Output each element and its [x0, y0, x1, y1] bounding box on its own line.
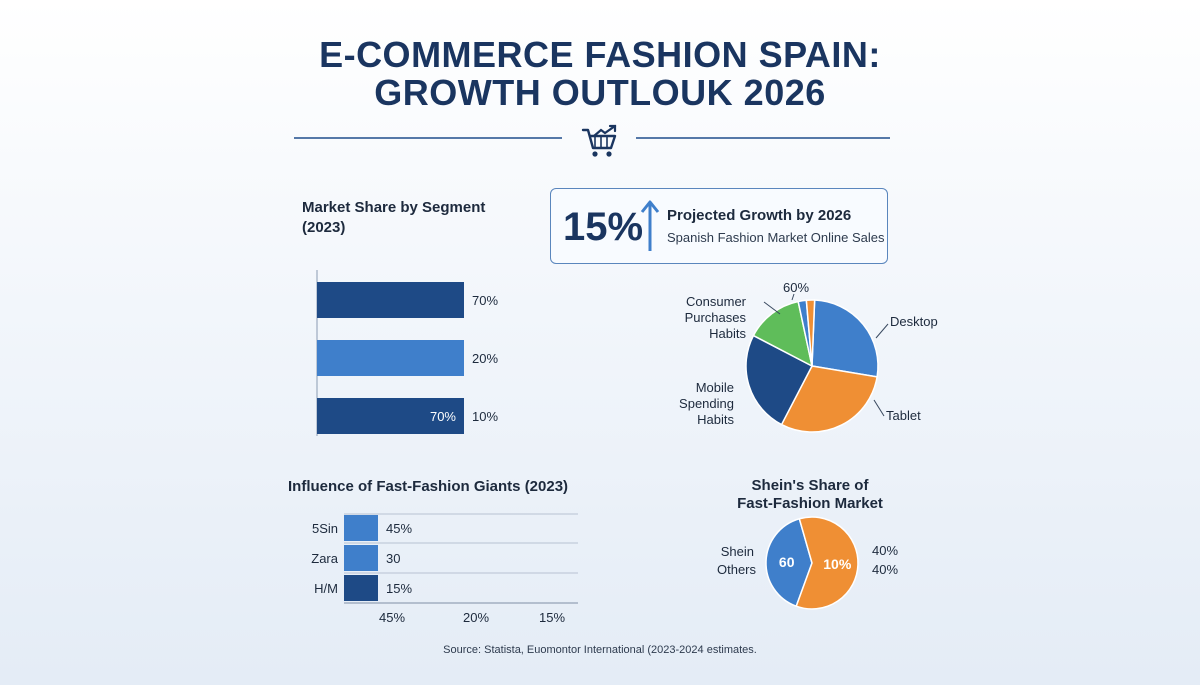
device-pie-slice-5 — [805, 299, 816, 367]
source-note: Source: Statista, Euomontor Internationa… — [443, 644, 757, 656]
giants-category-1: Zara — [311, 551, 339, 566]
page-title-line-1: E-COMMERCE FASHION SPAIN: — [319, 34, 881, 75]
device-pie-annotation: 60% — [783, 280, 809, 295]
shein-pie-slice-1 — [795, 516, 859, 610]
giants-category-0: 5Sin — [312, 521, 338, 536]
giants-value-label-2: 15% — [386, 581, 412, 596]
giants-value-label-1: 30 — [386, 551, 400, 566]
segment-bar-label-0: 70% — [472, 293, 498, 308]
giants-bar-2 — [344, 575, 378, 601]
shein-pie-inner-label-1: 10% — [823, 556, 852, 572]
title-divider-left — [294, 137, 562, 139]
giants-x-tick-1: 20% — [463, 610, 489, 625]
shein-share-pie-chart: 60 10% Shein Others 40% 40% — [717, 516, 898, 610]
segment-bar-label-2: 10% — [472, 409, 498, 424]
segment-bar-0 — [317, 282, 464, 318]
device-pie-label-2-2: Habits — [697, 412, 734, 427]
giants-x-tick-0: 45% — [379, 610, 405, 625]
growth-value: 15% — [563, 205, 644, 249]
growth-title: Projected Growth by 2026 — [667, 207, 852, 224]
shein-pie-label-1: Others — [717, 562, 757, 577]
device-pie-label-3-1: Purchases — [685, 310, 747, 325]
segment-bar-1 — [317, 340, 464, 376]
shein-pie-side-label-0: 40% — [872, 543, 898, 558]
market-share-bar-chart: 70% 20% 10% 70% — [316, 270, 498, 436]
shopping-cart-growth-icon — [581, 124, 617, 157]
shein-pie-label-0: Shein — [721, 544, 754, 559]
device-pie-label-1-0: Tablet — [886, 408, 921, 423]
device-pie-slice-1 — [780, 365, 878, 433]
growth-callout: 15% Projected Growth by 2026 Spanish Fas… — [550, 188, 888, 264]
device-pie-label-3-0: Consumer — [686, 294, 747, 309]
title-divider-right — [636, 137, 890, 139]
shein-pie-slice-0 — [765, 517, 813, 608]
giants-bar-1 — [344, 545, 378, 571]
shein-share-title-line-2: Fast-Fashion Market — [737, 495, 883, 512]
shein-share-title-line-1: Shein's Share of — [751, 477, 869, 494]
device-habits-pie-chart: DesktopTabletMobileSpendingHabitsConsume… — [679, 280, 938, 433]
device-pie-slice-0 — [811, 299, 879, 378]
giants-x-tick-2: 15% — [539, 610, 565, 625]
segment-bar-2 — [317, 398, 464, 434]
consumer-leader-line — [763, 301, 781, 315]
giants-value-label-0: 45% — [386, 521, 412, 536]
desktop-leader-line — [875, 323, 889, 339]
page-title-line-2: GROWTH OUTLOUK 2026 — [374, 72, 826, 113]
segment-bar-inner-label-2: 70% — [430, 409, 456, 424]
shein-pie-side-label-1: 40% — [872, 562, 898, 577]
fast-fashion-bar-chart: 5Sin 45% Zara 30 H/M 15% 45% 20% 15% — [311, 513, 578, 625]
giants-category-2: H/M — [314, 581, 338, 596]
segment-bar-label-1: 20% — [472, 351, 498, 366]
device-pie-label-2-0: Mobile — [696, 380, 734, 395]
shein-pie-inner-label-0: 60 — [779, 554, 795, 570]
device-pie-label-0-0: Desktop — [890, 314, 938, 329]
device-pie-label-2-1: Spending — [679, 396, 734, 411]
arrow-up-icon — [640, 200, 660, 251]
growth-subtitle: Spanish Fashion Market Online Sales — [667, 230, 885, 245]
top-leader-line — [791, 293, 795, 301]
market-share-title-line-1: Market Share by Segment — [302, 199, 486, 216]
giants-bar-0 — [344, 515, 378, 541]
tablet-leader-line — [873, 399, 885, 417]
fast-fashion-title: Influence of Fast-Fashion Giants (2023) — [288, 478, 569, 495]
device-pie-label-3-2: Habits — [709, 326, 746, 341]
device-pie-slice-3 — [752, 300, 814, 368]
market-share-title-line-2: (2023) — [302, 219, 346, 236]
